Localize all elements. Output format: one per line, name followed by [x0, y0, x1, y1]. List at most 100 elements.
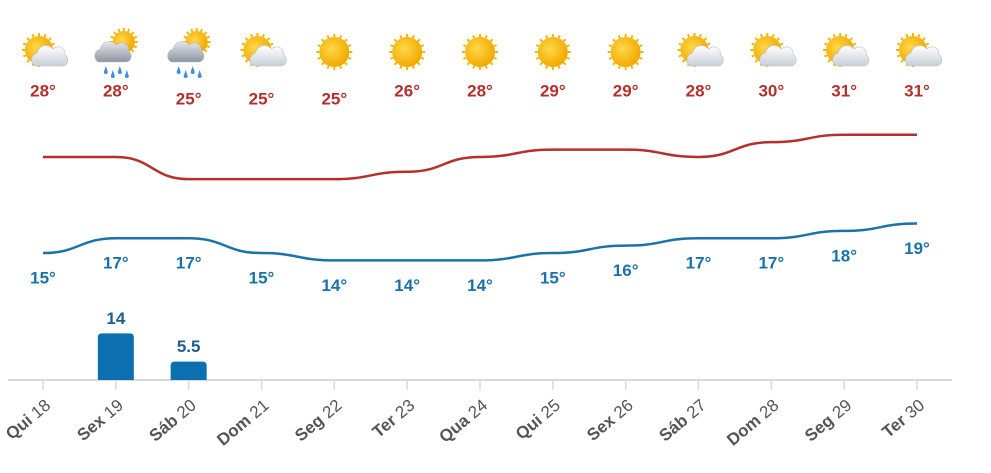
sun-ray: [241, 54, 245, 58]
sun-ray: [681, 37, 686, 41]
sun-ray: [472, 34, 476, 39]
sun-ray: [678, 42, 682, 46]
x-tick-label: Dom 28: [724, 396, 783, 450]
x-tick-label: Seg 29: [801, 396, 855, 446]
sun-ray: [905, 33, 909, 38]
weather-icon: [607, 34, 644, 70]
temp-label: 30°: [758, 81, 784, 100]
sun-ray: [707, 42, 711, 46]
precip-label: 14: [106, 309, 125, 328]
weather-icon: [534, 34, 571, 70]
temp-label: 25°: [176, 89, 202, 108]
sun-ray: [339, 65, 343, 70]
temp-label: 17°: [758, 254, 784, 273]
temp-label: 29°: [540, 81, 566, 100]
sun-ray: [849, 37, 853, 41]
sun-ray: [824, 42, 828, 46]
sun-ray: [347, 44, 352, 48]
weather-icon: [316, 34, 353, 70]
sun-ray: [466, 61, 471, 66]
sun-ray: [31, 33, 35, 38]
temp-label: 28°: [30, 81, 56, 100]
sun-ray: [612, 38, 616, 43]
sun-ray: [566, 56, 570, 60]
weather-icon: [167, 28, 211, 78]
weather-icon: [389, 34, 426, 70]
sun-ray: [420, 56, 425, 60]
sun-ray: [687, 33, 691, 38]
temp-label: 25°: [321, 89, 347, 108]
sun-ray: [26, 37, 30, 41]
weather-icon: [896, 33, 943, 67]
sun-ray: [241, 42, 245, 46]
sun-ray: [562, 38, 567, 43]
sun-ray: [698, 33, 702, 38]
sun-ray: [612, 61, 616, 66]
cloud: [167, 41, 205, 63]
temp-label: 14°: [321, 276, 347, 295]
temp-label: 17°: [176, 254, 202, 273]
temp-label: 28°: [103, 81, 129, 100]
sun-ray: [779, 42, 784, 46]
sun-ray: [678, 54, 682, 58]
sun-ray: [203, 31, 208, 35]
sun-ray: [751, 42, 755, 46]
cloud: [249, 45, 287, 67]
sun-ray: [754, 37, 759, 41]
sun-ray: [466, 38, 471, 43]
sun-ray: [917, 33, 921, 38]
temp-line: [42, 222, 918, 262]
sun: [392, 37, 423, 67]
sun-ray: [562, 61, 567, 66]
sun-ray: [113, 31, 117, 35]
sun-ray: [462, 44, 467, 48]
sun-ray: [493, 44, 498, 48]
temp-label: 26°: [394, 81, 420, 100]
rain-drop: [103, 66, 108, 74]
x-tick-label: Seg 22: [292, 396, 346, 446]
sun-ray: [417, 38, 421, 43]
sun: [610, 37, 641, 67]
sun-ray: [117, 28, 121, 33]
sun-ray: [617, 65, 621, 70]
weather-icon: [240, 33, 287, 67]
sun-ray: [133, 35, 138, 39]
sun-ray: [635, 61, 640, 66]
sun-ray: [776, 37, 781, 41]
sun-ray: [922, 37, 926, 41]
x-tick-label: Sáb 27: [656, 396, 710, 446]
weather-icon: [94, 28, 138, 78]
sun-ray: [339, 34, 343, 39]
sun-ray: [535, 56, 540, 60]
cloud: [686, 45, 724, 67]
sun-ray: [824, 54, 828, 58]
x-tick-label: Qui 25: [512, 396, 564, 444]
temp-label: 14°: [394, 276, 420, 295]
temp-label: 17°: [686, 254, 712, 273]
sun-ray: [545, 65, 549, 70]
sun-ray: [326, 34, 330, 39]
temp-label: 31°: [831, 81, 857, 100]
sun-ray: [48, 37, 52, 41]
sun-ray: [206, 35, 210, 39]
sun-ray: [630, 34, 634, 39]
rain-drop: [117, 66, 122, 74]
sun-ray: [43, 33, 47, 38]
sun-ray: [199, 28, 203, 33]
sun-ray: [250, 33, 254, 38]
sun-ray: [411, 34, 415, 39]
sun-ray: [489, 61, 494, 66]
sun-ray: [608, 56, 613, 60]
temp-label: 17°: [103, 254, 129, 273]
sun-ray: [390, 44, 394, 48]
temp-label: 28°: [467, 81, 493, 100]
x-tick-label: Sex 19: [74, 396, 128, 445]
sun-ray: [539, 61, 543, 66]
sun-ray: [900, 59, 904, 63]
sun-ray: [22, 54, 27, 58]
sun-ray: [344, 61, 348, 66]
sun-ray: [484, 65, 488, 70]
sun-ray: [186, 31, 190, 35]
sun-ray: [608, 44, 613, 48]
sun-ray: [393, 61, 398, 66]
